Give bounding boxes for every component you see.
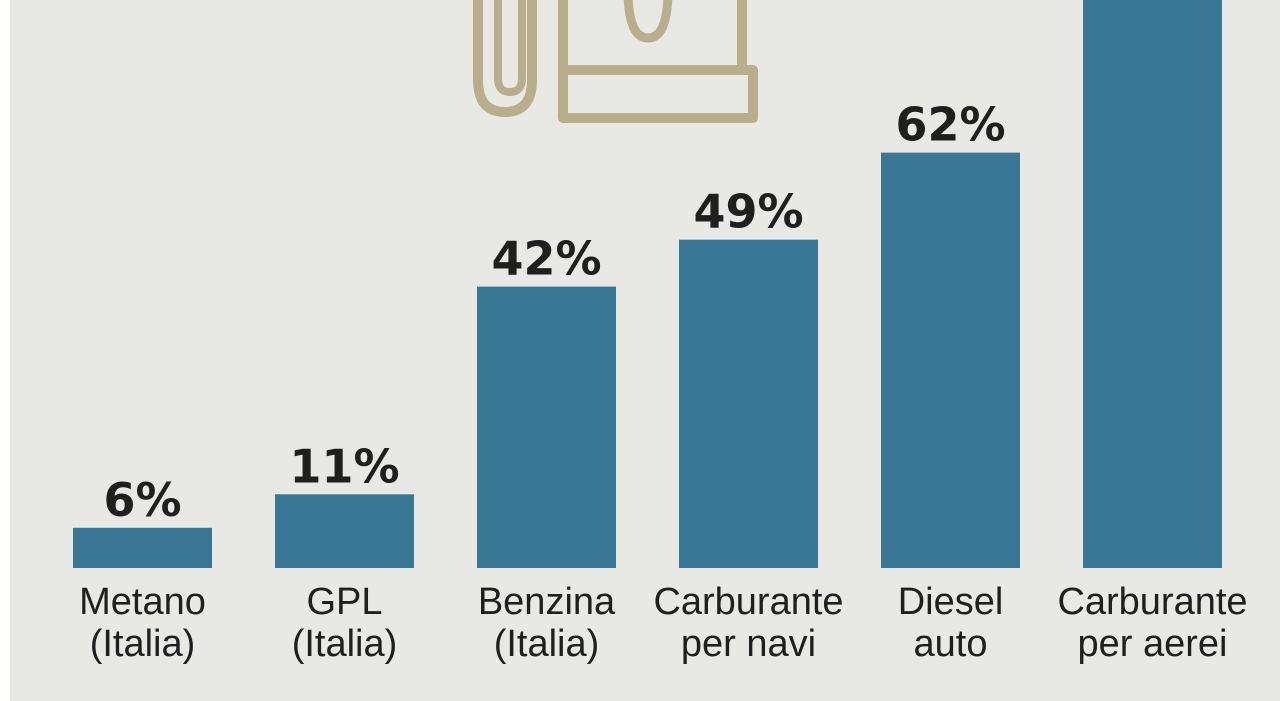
category-label-0-line-1: (Italia): [90, 623, 196, 665]
value-labels-group: 6% 11% 42% 49% 62%: [103, 98, 1005, 527]
category-label-5-line-1: per aerei: [1078, 623, 1228, 665]
bar-4: [881, 152, 1020, 568]
category-label-0-line-0: Metano: [79, 581, 206, 623]
category-label-1-line-1: (Italia): [292, 623, 398, 665]
category-label-4-line-1: auto: [914, 623, 988, 665]
value-label-0: 6%: [103, 473, 181, 527]
category-labels-group: Metano(Italia)GPL(Italia)Benzina(Italia)…: [79, 581, 1247, 665]
bar-3: [679, 239, 818, 568]
fuel-pump-icon: [473, 0, 758, 123]
chart-panel: 6% 11% 42% 49% 62% Metano (Italia) GPL (Italia)…: [10, 0, 1280, 701]
category-label-2-line-0: Benzina: [478, 581, 616, 623]
category-label-3-line-0: Carburante: [653, 581, 843, 623]
bar-2: [477, 286, 616, 568]
category-label-4-line-0: Diesel: [898, 581, 1004, 623]
value-label-4: 62%: [895, 98, 1005, 152]
value-label-3: 49%: [693, 185, 803, 239]
bar-0: [73, 527, 212, 568]
bar-1: [275, 494, 414, 568]
bar-5: [1083, 0, 1222, 568]
value-label-1: 11%: [289, 439, 399, 493]
value-label-2: 42%: [491, 232, 601, 286]
bars-group: [73, 0, 1222, 568]
category-label-5-line-0: Carburante: [1057, 581, 1247, 623]
bar-chart: 6%11%42%49%62% Metano(Italia)GPL(Italia)…: [73, 0, 1248, 665]
category-label-3-line-1: per navi: [681, 623, 816, 665]
category-label-2-line-1: (Italia): [494, 623, 600, 665]
category-label-1-line-0: GPL: [306, 581, 382, 623]
